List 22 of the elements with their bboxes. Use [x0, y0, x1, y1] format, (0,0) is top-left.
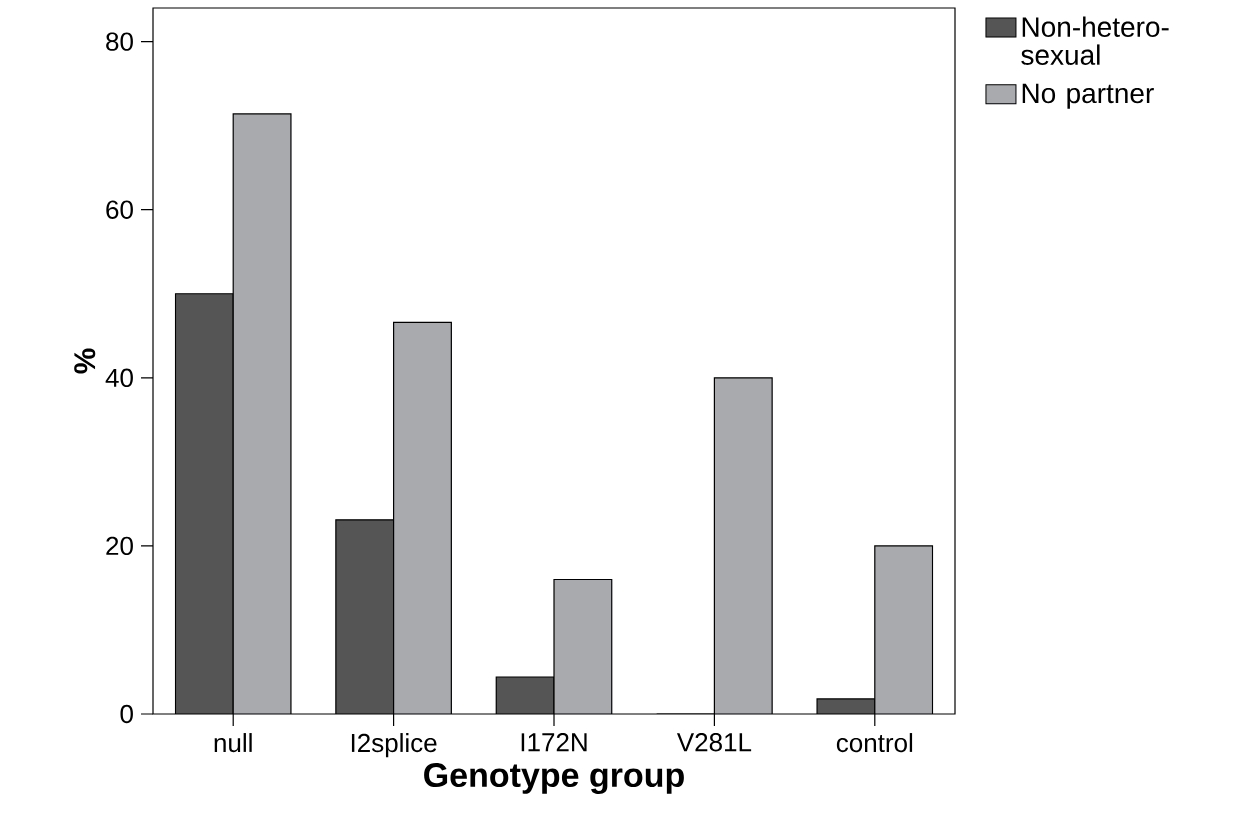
x-tick-label: null [214, 733, 252, 753]
x-tick-label: control [836, 733, 913, 753]
y-tick-label: 60 [106, 200, 133, 219]
x-axis-title: Genotype group [424, 763, 684, 794]
y-tick-label: 40 [105, 368, 133, 388]
y-tick-label: 80 [106, 32, 133, 51]
bar [874, 545, 934, 714]
bar [714, 377, 773, 714]
legend-label: No partner [1022, 83, 1154, 109]
bar [175, 293, 234, 714]
x-tick-label: I172N [521, 733, 587, 752]
legend-label: Non-hetero-sexual [1021, 16, 1169, 65]
bar [393, 322, 452, 714]
x-tick-label: V281L [676, 733, 752, 752]
y-tick-label: 20 [106, 536, 133, 556]
bar [335, 519, 394, 714]
bar [496, 677, 554, 714]
bar [233, 113, 291, 714]
x-tick-label: I2splice [351, 733, 437, 758]
y-tick-label: 0 [120, 704, 133, 724]
bar [554, 579, 612, 714]
y-axis-title: % [74, 348, 96, 374]
